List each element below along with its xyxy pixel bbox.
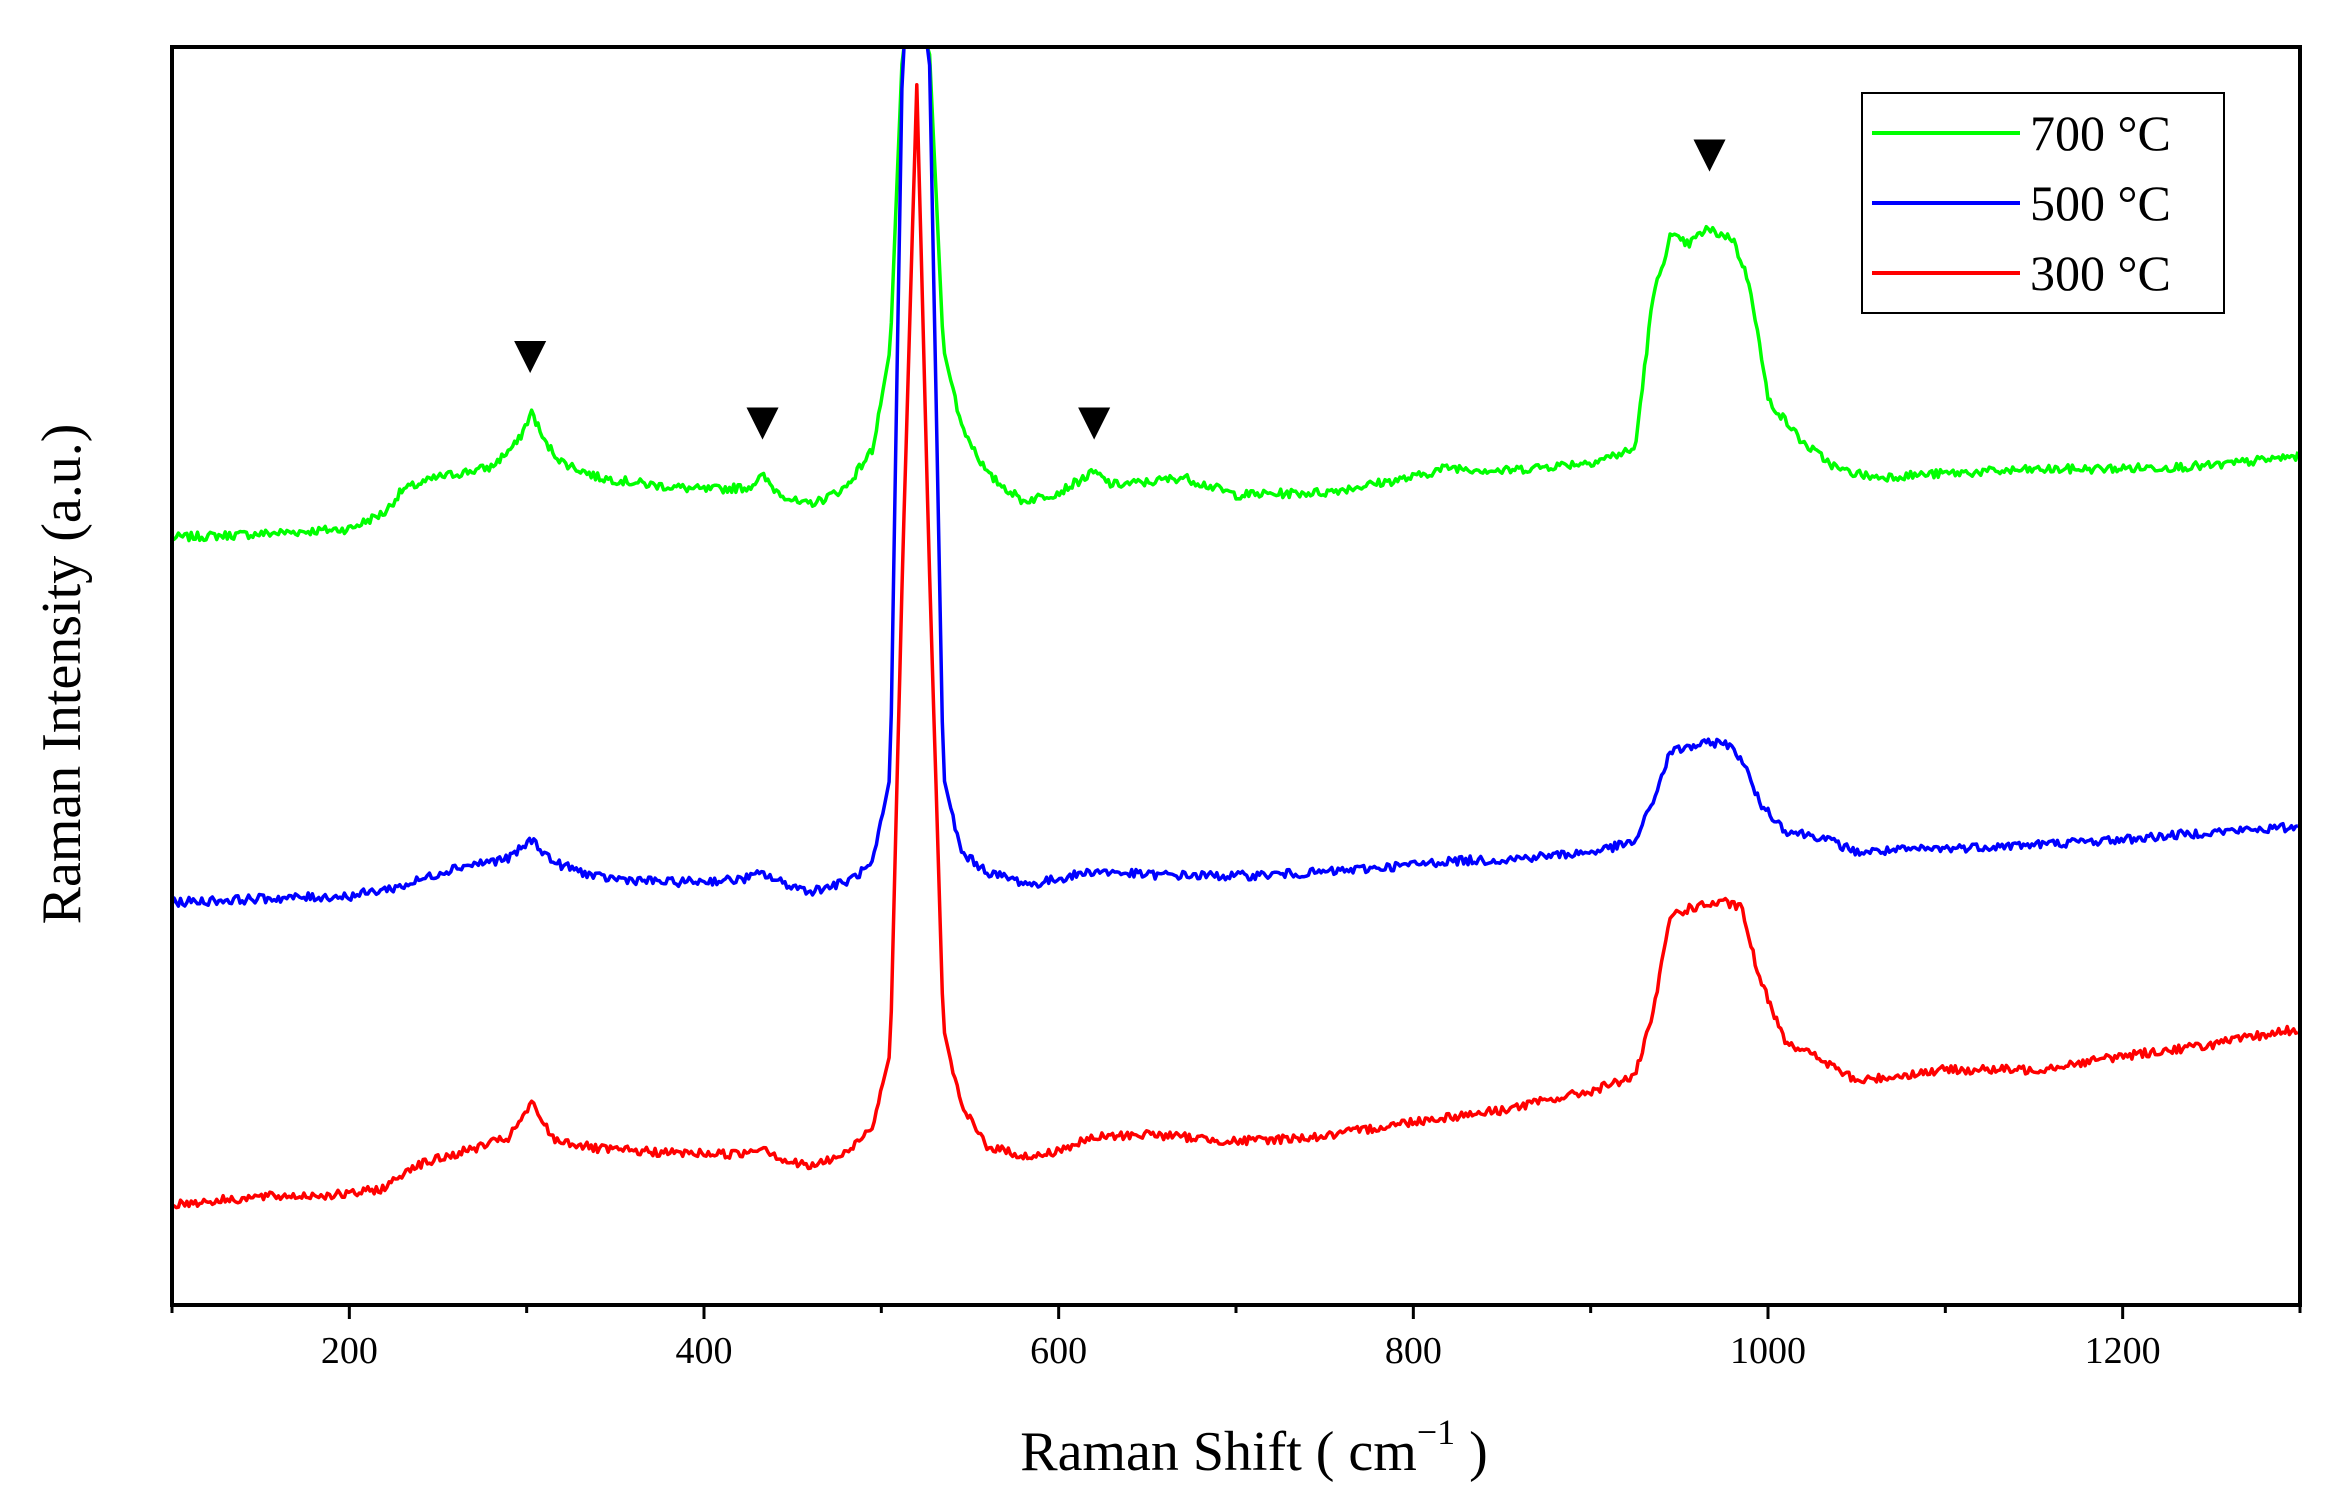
legend: 700 °C 500 °C 300 °C — [1861, 92, 2225, 314]
peak-marker-3: ▼ — [1078, 395, 1111, 444]
x-axis-ticks: 200 400 600 800 1000 1200 — [170, 1305, 2302, 1372]
y-axis-title: Raman Intensity (a.u.) — [31, 424, 93, 925]
peak-marker-2: ▼ — [746, 395, 779, 444]
x-tick-label-800: 800 — [1385, 1330, 1442, 1372]
legend-label-1: 700 °C — [2030, 105, 2171, 161]
series-layer — [172, 47, 2300, 1210]
x-tick-label-600: 600 — [1030, 1330, 1087, 1372]
legend-label-2: 500 °C — [2030, 175, 2171, 231]
legend-items: 700 °C 500 °C 300 °C — [1872, 105, 2171, 301]
x-axis-title: Raman Shift ( cm−1 ) — [1020, 1412, 1488, 1483]
series-line-300c — [172, 82, 2299, 1210]
x-tick-label-200: 200 — [321, 1330, 378, 1372]
series-line-500c — [172, 47, 2299, 908]
peak-markers: ▼ ▼ ▼ ▼ — [514, 128, 1726, 445]
legend-label-3: 300 °C — [2030, 245, 2171, 301]
peak-marker-4: ▼ — [1693, 128, 1726, 177]
x-tick-label-400: 400 — [676, 1330, 733, 1372]
x-tick-label-1200: 1200 — [2085, 1330, 2161, 1372]
x-tick-label-1000: 1000 — [1730, 1330, 1806, 1372]
peak-marker-1: ▼ — [514, 329, 547, 378]
series-line-700c — [172, 47, 2300, 543]
